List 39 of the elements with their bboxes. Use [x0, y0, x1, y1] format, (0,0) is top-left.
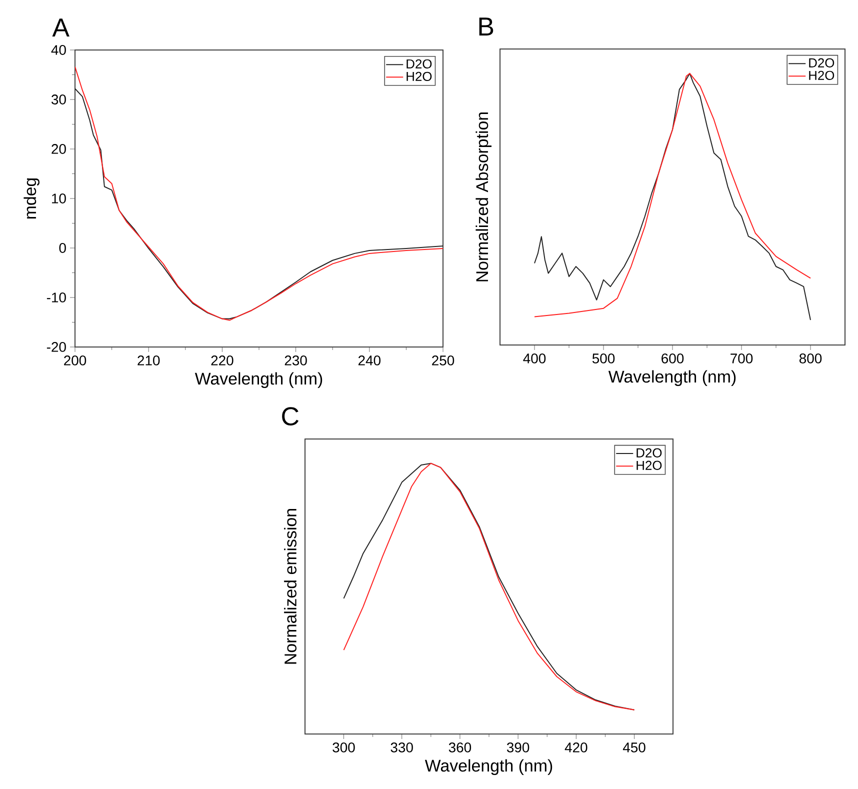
x-tick-label: 420	[564, 742, 588, 752]
y-axis-title: Normalized emission	[284, 509, 296, 664]
y-tick-label: -10	[46, 292, 66, 302]
x-axis-title: Wavelength (nm)	[608, 370, 736, 386]
x-tick-label: 360	[448, 742, 472, 752]
y-tick-label: 20	[52, 144, 66, 154]
y-tick-label: 30	[51, 94, 66, 104]
x-tick-label: 220	[211, 356, 234, 366]
x-axis-title: Wavelength (nm)	[194, 372, 322, 388]
legend-label: H2O	[406, 72, 432, 82]
legend-label: D2O	[809, 58, 834, 68]
x-tick-label: 240	[358, 356, 380, 366]
y-axis-title: mdeg	[24, 178, 40, 219]
y-tick-label: 40	[51, 45, 66, 55]
x-tick-label: 390	[506, 742, 530, 752]
x-tick-label: 800	[799, 354, 822, 364]
x-tick-label: 200	[64, 356, 86, 366]
chart-title: A	[52, 18, 70, 36]
x-tick-label: 210	[138, 356, 160, 366]
legend-label: H2O	[636, 460, 662, 470]
y-tick-label: 0	[59, 243, 66, 253]
x-tick-label: 250	[432, 356, 454, 366]
x-tick-label: 400	[523, 354, 546, 364]
legend-label: D2O	[636, 448, 662, 458]
x-tick-label: 700	[730, 354, 753, 364]
y-axis-title: Normalized Absorption	[476, 112, 492, 282]
x-tick-label: 450	[622, 742, 646, 752]
chart-title: C	[282, 407, 298, 426]
x-tick-label: 500	[592, 354, 615, 364]
x-tick-label: 600	[662, 354, 684, 364]
legend-label: D2O	[406, 59, 432, 68]
chart-title: B	[479, 18, 494, 36]
x-axis-title: Wavelength (nm)	[424, 759, 552, 776]
x-tick-label: 330	[390, 742, 413, 752]
x-tick-label: 300	[332, 742, 355, 752]
legend-label: H2O	[809, 70, 834, 80]
y-tick-label: 10	[52, 194, 66, 204]
y-tick-label: -20	[46, 342, 66, 352]
x-tick-label: 230	[284, 356, 307, 366]
